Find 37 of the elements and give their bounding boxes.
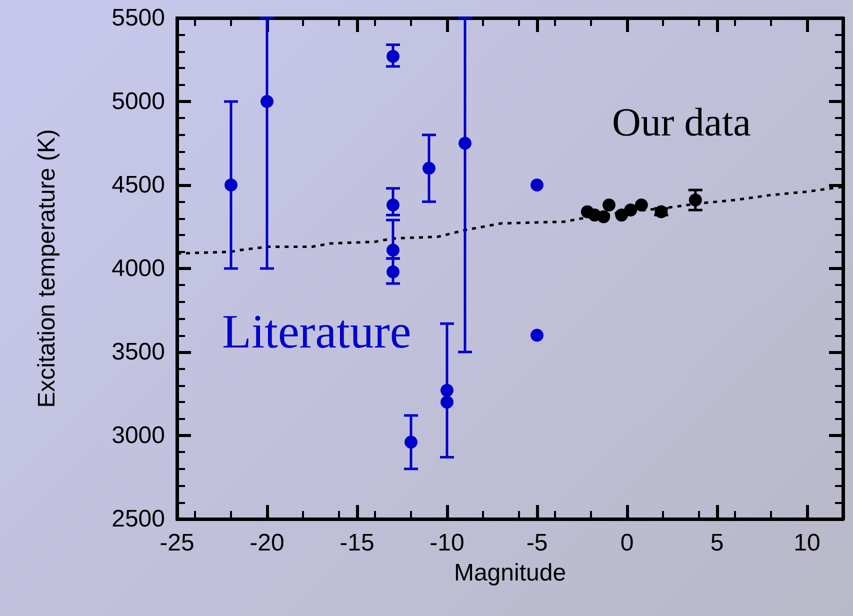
point [634, 198, 648, 212]
point [224, 178, 238, 192]
y-tick-label: 4500 [112, 172, 165, 198]
y-tick-label: 3500 [112, 338, 165, 366]
y-tick-label: 5000 [112, 88, 165, 115]
point [440, 384, 454, 397]
point [386, 265, 400, 278]
x-axis-title: Magnitude [454, 560, 566, 586]
point [602, 198, 616, 212]
point [440, 396, 454, 409]
annotation: Our data [612, 100, 752, 144]
point [530, 328, 544, 342]
y-tick-label: 4000 [112, 255, 165, 282]
point [386, 244, 400, 257]
point [260, 95, 274, 108]
x-tick-label: 5 [710, 530, 724, 556]
x-tick-label: -10 [430, 530, 464, 556]
point [597, 210, 610, 224]
point [624, 204, 638, 217]
y-tick-label: 3000 [112, 422, 165, 449]
y-axis-title: Excitation temperature (K) [34, 129, 60, 408]
y-tick-label: 2500 [112, 506, 165, 532]
y-tick-label: 5500 [112, 4, 165, 32]
x-tick-label: -5 [526, 530, 548, 556]
point [386, 50, 400, 63]
annotation: Literature [222, 306, 412, 358]
x-tick-label: -15 [340, 530, 374, 556]
point [458, 136, 472, 150]
point [386, 198, 400, 212]
x-tick-label: 0 [620, 530, 634, 556]
x-tick-label: -25 [160, 530, 194, 556]
point [530, 178, 544, 192]
x-tick-label: -20 [250, 530, 284, 556]
point [422, 162, 436, 175]
x-tick-label: 10 [794, 530, 820, 556]
point [404, 436, 418, 449]
point [688, 194, 702, 207]
